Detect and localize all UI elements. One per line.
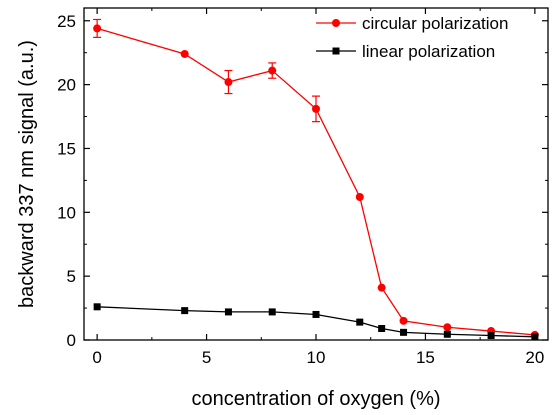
data-point [399,316,408,325]
data-point [531,333,539,341]
legend-label: linear polarization [362,42,495,61]
legend-marker [332,19,340,27]
series-line [96,27,535,336]
x-axis-title: concentration of oxygen (%) [191,388,440,410]
x-tick-label: 5 [202,348,211,367]
legend-entry-0: circular polarization [316,14,508,33]
series-1 [93,303,539,341]
data-point [356,318,364,326]
x-tick-label: 0 [92,348,101,367]
y-tick-label: 20 [57,76,76,95]
data-point [312,310,320,318]
data-point [377,283,386,292]
data-point [93,303,101,311]
data-point [443,323,452,332]
y-tick-label: 0 [67,331,76,350]
x-tick-label: 10 [307,348,326,367]
data-point [93,24,102,33]
data-point [181,307,189,315]
data-point [268,66,277,75]
y-tick-label: 5 [67,267,76,286]
series-0 [93,18,539,339]
data-point [443,330,451,338]
legend-label: circular polarization [362,14,508,33]
series-layer [93,18,539,341]
data-point [312,104,320,113]
data-point [224,78,233,87]
data-point [355,192,364,201]
y-tick-label: 15 [57,139,76,158]
axes: 0 5 10 15 20 0 5 10 15 20 25 [57,7,549,367]
x-tick-label: 20 [525,348,544,367]
x-tick-label: 15 [416,348,435,367]
y-axis-title: backward 337 nm signal (a.u.) [16,40,38,308]
data-point [268,308,276,316]
y-tick-label: 10 [57,203,76,222]
data-point [180,49,189,58]
data-point [487,332,495,340]
data-point [400,328,408,336]
legend-marker [332,47,340,55]
data-point [378,325,386,333]
data-point [224,308,232,316]
y-tick-label: 25 [57,12,76,31]
legend: circular polarization linear polarization [316,14,508,61]
legend-entry-1: linear polarization [316,42,495,61]
